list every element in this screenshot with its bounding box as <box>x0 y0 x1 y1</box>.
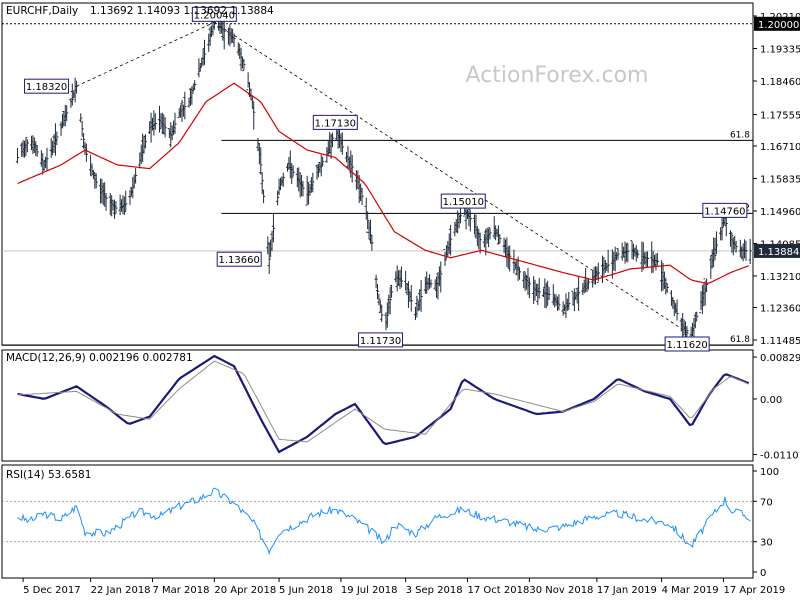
x-tick-label: 7 Mar 2018 <box>152 585 209 596</box>
pane-frame <box>1 349 754 462</box>
price-annotation-label: 1.18320 <box>26 82 67 93</box>
macd-pane: 0.008292 0.00 -0.011015 <box>17 353 800 462</box>
price-pane: 1.202101.193351.184601.175551.167101.158… <box>2 6 800 352</box>
pane-frame <box>1 464 754 579</box>
rsi-line <box>17 487 751 555</box>
x-tick-label: 5 Jun 2018 <box>279 585 333 596</box>
x-tick-label: 4 Mar 2019 <box>662 585 719 596</box>
y-tick-label: 1.11485 <box>760 336 800 347</box>
ohlc-bars <box>15 13 752 347</box>
y-tick-label: 1.16710 <box>760 142 800 153</box>
x-tick-label: 3 Sep 2018 <box>406 585 463 596</box>
x-tick-label: 17 Apr 2019 <box>723 585 785 596</box>
y-tick-label: 1.14960 <box>760 207 800 218</box>
moving-average-line <box>17 82 750 285</box>
price-annotation-box <box>312 114 358 130</box>
x-tick-label: 19 Jul 2018 <box>341 585 398 596</box>
price-annotation-box <box>440 193 486 209</box>
level-price-label: 1.20000 <box>758 20 799 31</box>
y-tick-label: 1.19335 <box>760 44 800 55</box>
y-tick-label: 1.18460 <box>760 77 800 88</box>
price-annotation-box <box>24 78 70 94</box>
price-annotation-box <box>216 251 262 267</box>
price-annotation-label: 1.20040 <box>194 10 235 21</box>
price-annotation-label: 1.15010 <box>443 197 484 208</box>
current-price-label: 1.13884 <box>758 247 799 258</box>
x-tick-label: 22 Jan 2018 <box>91 585 151 596</box>
current-price-box <box>754 243 800 258</box>
level-price-box <box>754 16 800 31</box>
ohlc-readout: 1.13692 1.14093 1.13692 1.13884 <box>90 5 274 17</box>
trendline <box>76 21 215 87</box>
y-tick-label: 1.13210 <box>760 272 800 283</box>
rsi-y-tick-label: 0 <box>760 568 766 579</box>
price-annotation-label: 1.17130 <box>315 118 356 129</box>
fib-level-label: 61.8 <box>730 130 750 140</box>
x-tick-label: 17 Oct 2018 <box>468 585 530 596</box>
y-tick-label: 1.12360 <box>760 304 800 315</box>
macd-y-tick-label: -0.011015 <box>760 451 800 462</box>
macd-title: MACD(12,26,9) 0.002196 0.002781 <box>6 352 193 364</box>
symbol-label: EURCHF,Daily <box>6 5 78 17</box>
x-tick-label: 5 Dec 2017 <box>23 585 81 596</box>
trendline <box>214 21 692 336</box>
macd-y-tick-label: 0.00 <box>760 395 782 406</box>
rsi-y-tick-label: 100 <box>760 467 779 478</box>
y-tick-label: 1.17555 <box>760 111 800 122</box>
macd-y-tick-label: 0.008292 <box>760 353 800 364</box>
fib-level-label: 61.8 <box>730 335 750 345</box>
price-annotation-box <box>191 6 237 22</box>
watermark: ActionForex.com <box>466 63 649 88</box>
x-axis: 5 Dec 2017 22 Jan 2018 7 Mar 2018 20 Apr 20… <box>22 578 785 596</box>
price-annotation-label: 1.11730 <box>360 336 401 347</box>
price-annotation-box <box>702 202 748 218</box>
y-tick-label: 1.15835 <box>760 174 800 185</box>
price-annotation-box <box>664 336 710 352</box>
rsi-y-tick-label: 70 <box>760 497 773 508</box>
macd-signal-line <box>17 360 749 443</box>
price-annotation-label: 1.13660 <box>219 255 260 266</box>
x-tick-label: 30 Nov 2018 <box>529 585 593 596</box>
price-annotation-label: 1.11620 <box>666 340 707 351</box>
x-tick-label: 17 Jan 2019 <box>597 585 657 596</box>
price-annotation-box <box>358 332 404 348</box>
macd-line <box>17 354 750 454</box>
rsi-y-tick-label: 30 <box>760 538 773 549</box>
rsi-title: RSI(14) 53.6581 <box>6 469 91 481</box>
price-annotation-label: 1.14760 <box>704 206 745 217</box>
x-tick-label: 20 Apr 2018 <box>214 585 276 596</box>
rsi-pane: 100 70 30 0 <box>2 467 779 579</box>
